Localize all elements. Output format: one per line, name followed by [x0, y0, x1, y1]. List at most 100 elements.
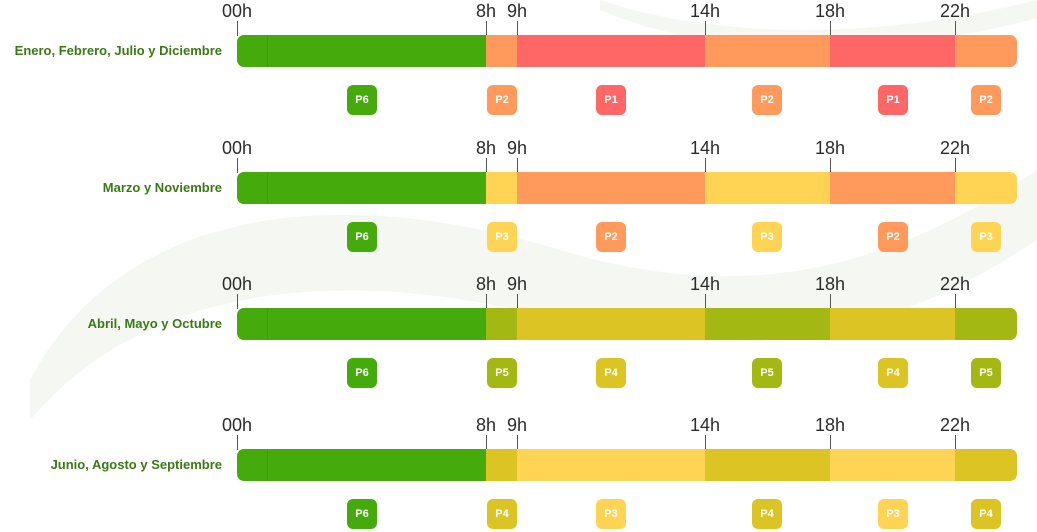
month-group-label: Marzo y Noviembre [102, 180, 222, 195]
hour-label: 8h [475, 274, 497, 294]
period-segment [237, 308, 486, 340]
period-segment [705, 35, 830, 67]
period-badge: P6 [347, 85, 377, 115]
period-badge: P6 [347, 222, 377, 252]
hour-tick [705, 21, 706, 36]
period-bar [237, 172, 1017, 204]
hour-label: 22h [939, 415, 971, 435]
period-badge: P1 [878, 85, 908, 115]
hour-tick [517, 158, 518, 173]
period-badge: P2 [878, 222, 908, 252]
period-badge: P4 [878, 358, 908, 388]
hour-tick [705, 435, 706, 450]
period-badge: P5 [752, 358, 782, 388]
period-segment [486, 172, 517, 204]
hour-label: 14h [689, 1, 721, 21]
bar-start-cap [237, 449, 268, 481]
hour-label: 8h [475, 415, 497, 435]
period-badge: P4 [487, 499, 517, 529]
period-badge: P4 [752, 499, 782, 529]
period-badge: P5 [487, 358, 517, 388]
period-segment [486, 449, 517, 481]
period-bar [237, 449, 1017, 481]
hour-label: 22h [939, 274, 971, 294]
hour-label: 14h [689, 415, 721, 435]
hour-tick [955, 21, 956, 36]
period-segment [517, 449, 705, 481]
period-badge: P4 [971, 499, 1001, 529]
bar-start-cap [237, 172, 268, 204]
hour-label: 14h [689, 274, 721, 294]
period-badge: P3 [487, 222, 517, 252]
hour-label: 9h [506, 138, 528, 158]
period-badge: P5 [971, 358, 1001, 388]
period-segment [705, 308, 830, 340]
period-segment [237, 172, 486, 204]
period-badge: P4 [596, 358, 626, 388]
period-badge: P3 [752, 222, 782, 252]
hour-label: 9h [506, 274, 528, 294]
hour-label: 22h [939, 138, 971, 158]
hour-tick [517, 435, 518, 450]
period-badge: P3 [596, 499, 626, 529]
period-badge: P2 [971, 85, 1001, 115]
hour-label: 00h [221, 138, 253, 158]
period-segment [517, 35, 705, 67]
schedule-row: Enero, Febrero, Julio y Diciembre 00h 8h 9h… [0, 0, 1037, 130]
hour-label: 8h [475, 1, 497, 21]
hour-label: 18h [814, 138, 846, 158]
hour-tick [830, 158, 831, 173]
month-group-label: Enero, Febrero, Julio y Diciembre [14, 43, 222, 58]
hour-label: 00h [221, 415, 253, 435]
hour-tick [830, 435, 831, 450]
period-segment [705, 449, 830, 481]
period-segment [955, 172, 1017, 204]
period-segment [237, 449, 486, 481]
period-segment [830, 35, 955, 67]
hour-label: 00h [221, 1, 253, 21]
month-group-label: Junio, Agosto y Septiembre [50, 457, 222, 472]
hour-tick [830, 21, 831, 36]
hour-label: 9h [506, 415, 528, 435]
period-badge: P1 [596, 85, 626, 115]
period-segment [830, 172, 955, 204]
period-segment [955, 35, 1017, 67]
period-badge: P2 [596, 222, 626, 252]
period-badge: P2 [487, 85, 517, 115]
hour-tick [955, 294, 956, 309]
period-badge: P3 [971, 222, 1001, 252]
hour-label: 18h [814, 415, 846, 435]
period-badge: P2 [752, 85, 782, 115]
hour-tick [237, 294, 238, 309]
period-segment [830, 449, 955, 481]
hour-tick [517, 294, 518, 309]
period-bar [237, 308, 1017, 340]
hour-tick [517, 21, 518, 36]
schedule-row: Junio, Agosto y Septiembre 00h 8h 9h 14h 18h 2… [0, 414, 1037, 532]
period-segment [517, 172, 705, 204]
period-segment [237, 35, 486, 67]
period-badge: P6 [347, 499, 377, 529]
hour-tick [705, 158, 706, 173]
period-badge: P6 [347, 358, 377, 388]
hour-label: 18h [814, 274, 846, 294]
period-segment [830, 308, 955, 340]
schedule-row: Marzo y Noviembre 00h 8h 9h 14h 18h 22h P6 P3 P2 P… [0, 137, 1037, 267]
hour-tick [486, 158, 487, 173]
hour-tick [705, 294, 706, 309]
hour-tick [955, 158, 956, 173]
hour-label: 22h [939, 1, 971, 21]
month-group-label: Abril, Mayo y Octubre [87, 316, 222, 331]
period-segment [955, 449, 1017, 481]
hour-tick [237, 158, 238, 173]
period-bar [237, 35, 1017, 67]
hour-label: 18h [814, 1, 846, 21]
hour-tick [486, 294, 487, 309]
period-segment [517, 308, 705, 340]
hour-tick [955, 435, 956, 450]
hour-label: 14h [689, 138, 721, 158]
hour-tick [237, 21, 238, 36]
hour-tick [486, 21, 487, 36]
hour-label: 8h [475, 138, 497, 158]
